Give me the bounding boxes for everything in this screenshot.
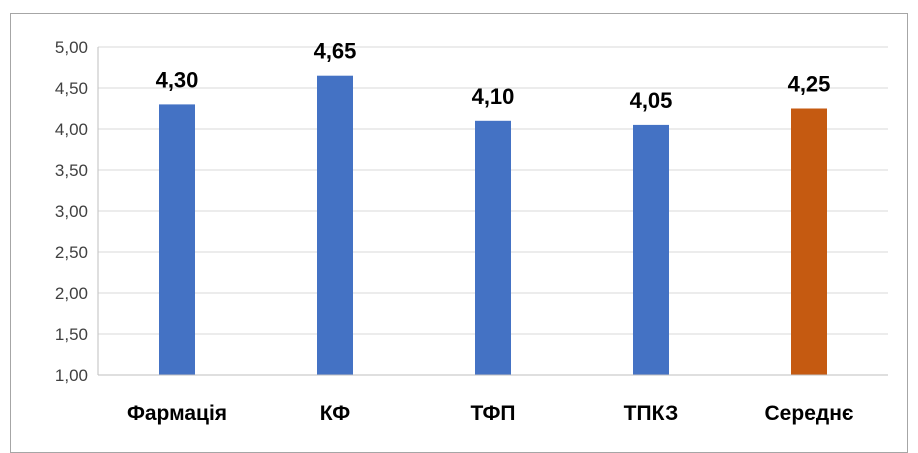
y-tick-labels: 1,00 1,50 2,00 2,50 3,00 3,50 4,00 4,50 5,00 xyxy=(55,38,88,385)
bar-2 xyxy=(317,75,353,375)
y-tick-label: 5,00 xyxy=(55,38,88,57)
category-label: КФ xyxy=(320,402,351,425)
y-tick-label: 2,00 xyxy=(55,284,88,303)
category-label: Фармація xyxy=(127,402,227,425)
data-label: 4,25 xyxy=(788,72,831,97)
category-label: Середнє xyxy=(765,402,854,425)
bar-1 xyxy=(159,104,195,376)
bar-series xyxy=(159,75,827,376)
bar-chart: 1,00 1,50 2,00 2,50 3,00 3,50 4,00 4,50 5,00 4,3… xyxy=(55,38,888,425)
data-label: 4,10 xyxy=(472,84,515,109)
bar-4 xyxy=(633,124,669,376)
category-labels: Фармація КФ ТФП ТПКЗ Середнє xyxy=(127,402,854,425)
y-tick-label: 3,50 xyxy=(55,161,88,180)
y-tick-label: 2,50 xyxy=(55,243,88,262)
y-tick-label: 1,00 xyxy=(55,366,88,385)
y-tick-label: 4,50 xyxy=(55,79,88,98)
y-tick-label: 4,00 xyxy=(55,120,88,139)
axes xyxy=(97,47,888,376)
data-label: 4,65 xyxy=(314,39,357,64)
category-label: ТПКЗ xyxy=(624,402,679,425)
bar-3 xyxy=(475,120,511,375)
data-labels: 4,30 4,65 4,10 4,05 4,25 xyxy=(156,39,831,113)
y-tick-label: 3,00 xyxy=(55,202,88,221)
data-label: 4,05 xyxy=(630,88,673,113)
bar-5 xyxy=(791,108,827,375)
category-label: ТФП xyxy=(470,402,515,425)
y-tick-label: 1,50 xyxy=(55,325,88,344)
data-label: 4,30 xyxy=(156,67,199,92)
